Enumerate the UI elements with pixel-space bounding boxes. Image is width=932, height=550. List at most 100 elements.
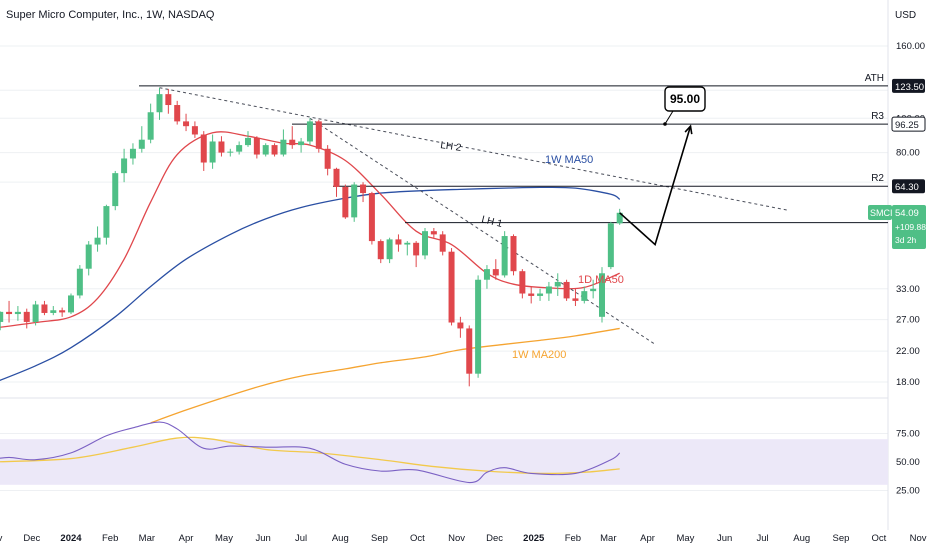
ath-level-name: ATH: [865, 73, 884, 84]
ticker-label: SMCI: [870, 208, 893, 218]
time-tick-label: Dec: [23, 533, 40, 544]
projection-path: [619, 125, 692, 246]
time-tick-label: Aug: [793, 533, 810, 544]
candle-up: [147, 112, 154, 140]
target-callout-label: 95.00: [670, 92, 700, 106]
candle-down: [377, 241, 384, 260]
candle-up: [599, 273, 605, 317]
ath-price-label: 123.50: [895, 82, 924, 93]
price-tick-label: 18.00: [896, 377, 920, 388]
horizontal-levels: ATH R3 R2: [139, 73, 888, 224]
time-tick-label: Nov: [448, 533, 465, 544]
candle-up: [607, 223, 614, 268]
annotations: LH 2 LH 1 1W MA50 1D MA50 1W MA200: [440, 140, 624, 361]
candle-up: [404, 242, 411, 245]
candle-down: [174, 105, 181, 122]
time-tick-label: Jun: [256, 533, 271, 544]
r2-price-label: 64.30: [895, 182, 919, 193]
rsi-panel: [0, 421, 621, 484]
candle-up: [280, 139, 287, 155]
candle-up: [616, 212, 623, 224]
candle-up: [298, 141, 305, 146]
candle-up: [76, 268, 83, 296]
ma1d-line: [0, 131, 620, 328]
candle-down: [368, 193, 375, 242]
candle-down: [492, 269, 499, 276]
countdown-label: 3d 2h: [895, 235, 917, 245]
ticker-tag: [868, 205, 892, 220]
time-tick-label: Jul: [295, 533, 307, 544]
candle-up: [85, 244, 92, 269]
candle-up: [121, 158, 128, 174]
candle-down: [448, 251, 455, 323]
price-tick-label: 22.00: [896, 346, 920, 357]
r2-price-tag: [892, 179, 925, 194]
rsi-tick-label: 75.00: [896, 429, 920, 440]
ma200-label: 1W MA200: [512, 349, 566, 361]
rsi-band: [0, 439, 888, 485]
candle-up: [236, 145, 243, 152]
time-axis[interactable]: Nov Dec 2024 Feb Mar Apr May Jun Jul Aug Sep Oct Nov…: [0, 533, 927, 544]
target-point: [663, 122, 667, 126]
rsi-ma-line: [0, 436, 620, 475]
time-tick-label: Feb: [565, 533, 581, 544]
candle-up: [545, 286, 552, 294]
candle-up: [422, 231, 428, 256]
candle-up: [554, 281, 561, 287]
candle-down: [23, 311, 30, 322]
candle-down: [519, 271, 526, 294]
candle-down: [183, 121, 190, 127]
candle-down: [510, 236, 517, 272]
candle-up: [68, 295, 74, 313]
candle-down: [333, 168, 340, 187]
candle-down: [271, 145, 278, 155]
candle-down: [439, 234, 446, 252]
price-tick-label: 33.00: [896, 284, 920, 295]
rsi-tick-label: 25.00: [896, 486, 920, 497]
time-tick-label: Sep: [832, 533, 849, 544]
time-tick-label: Apr: [179, 533, 194, 544]
candle-up: [14, 311, 21, 315]
candle-down: [191, 126, 198, 135]
candle-down: [324, 148, 331, 169]
time-tick-label: Feb: [102, 533, 118, 544]
ath-price-tag: [892, 78, 925, 93]
candle-down: [466, 328, 473, 374]
candle-down: [572, 298, 579, 301]
candle-up: [386, 239, 393, 260]
candle-down: [218, 141, 225, 153]
candle-up: [112, 173, 119, 207]
candle-up: [537, 293, 544, 296]
ma50-label: 1W MA50: [545, 154, 593, 166]
price-tick-label: 80.00: [896, 148, 920, 159]
time-tick-label: May: [215, 533, 233, 544]
chart-title: Super Micro Computer, Inc., 1W, NASDAQ: [6, 9, 215, 21]
candle-up: [103, 206, 110, 238]
price-axis[interactable]: 160.00100.0080.0033.0027.0022.0018.0075.…: [868, 41, 932, 497]
projection-arrowhead: [684, 124, 693, 135]
candle-down: [41, 304, 48, 313]
candle-up: [483, 269, 490, 280]
rsi-tick-label: 50.00: [896, 457, 920, 468]
time-tick-label: Sep: [371, 533, 388, 544]
ma50-line: [0, 186, 621, 382]
candle-up: [156, 94, 163, 113]
projection: 95.00: [619, 86, 706, 246]
time-tick-label: Oct: [871, 533, 886, 544]
candle-down: [59, 310, 66, 313]
time-tick-label: May: [676, 533, 694, 544]
candle-down: [413, 242, 420, 256]
candle-up: [94, 237, 101, 245]
candle-up: [209, 141, 216, 163]
candle-up: [32, 304, 39, 322]
candle-down: [457, 322, 464, 329]
candle-down: [360, 184, 367, 194]
candle-down: [289, 139, 296, 146]
candle-up: [306, 121, 313, 142]
target-callout-box: [664, 86, 706, 112]
candle-up: [590, 288, 597, 292]
ma200-line: [150, 327, 620, 424]
candle-down: [165, 94, 172, 106]
ma1d-label: 1D MA50: [578, 274, 624, 286]
